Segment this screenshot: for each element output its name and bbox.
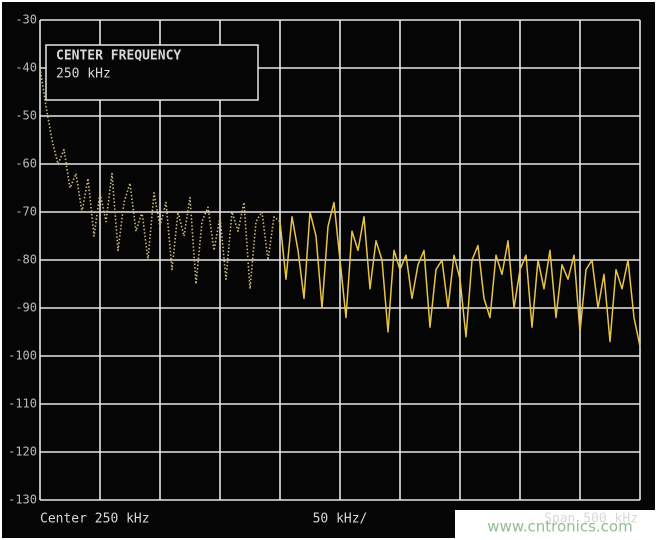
annotation-value: 250 kHz (56, 67, 111, 82)
y-tick-label: -30 (15, 13, 37, 27)
watermark: www.cntronics.com (487, 518, 632, 536)
watermark-bg (455, 510, 657, 540)
y-tick-label: -90 (15, 301, 37, 315)
y-tick-label: -120 (8, 445, 37, 459)
y-tick-label: -50 (15, 109, 37, 123)
annotation-box (45, 44, 259, 101)
x-label-right: Span 500 kHz (544, 512, 638, 527)
y-tick-label: -60 (15, 157, 37, 171)
y-tick-label: -80 (15, 253, 37, 267)
y-tick-label: -130 (8, 493, 37, 507)
y-tick-label: -40 (15, 61, 37, 75)
y-tick-label: -70 (15, 205, 37, 219)
x-label-left: Center 250 kHz (40, 512, 150, 527)
y-tick-label: -100 (8, 349, 37, 363)
trace (39, 67, 281, 290)
trace (279, 201, 641, 347)
traces (39, 67, 641, 347)
grid (39, 19, 641, 501)
annotation-title: CENTER FREQUENCY (56, 49, 181, 64)
y-tick-label: -110 (8, 397, 37, 411)
x-label-middle: 50 kHz/ (313, 512, 368, 527)
